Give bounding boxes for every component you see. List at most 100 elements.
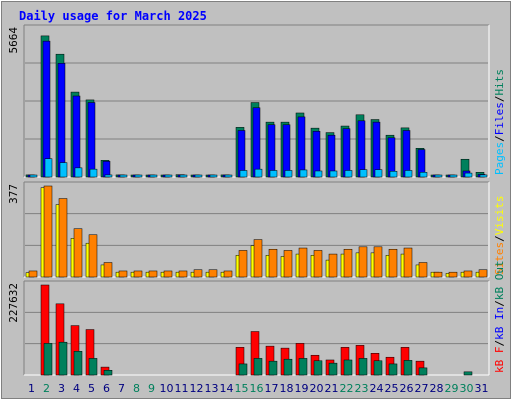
bar-pages-day-19 <box>299 169 308 178</box>
x-tick-label-day-13: 13 <box>205 382 219 395</box>
bar-sites-day-2 <box>43 185 53 278</box>
bar-pages-day-26 <box>404 170 413 178</box>
bar-kb-out-day-27 <box>418 367 428 376</box>
bar-pages-day-5 <box>89 168 98 178</box>
x-tick-label-day-2: 2 <box>43 382 50 395</box>
bar-sites-day-1 <box>28 270 38 278</box>
bar-sites-day-8 <box>133 270 143 278</box>
bar-files-day-16 <box>252 107 261 178</box>
panel-1-ymax-label: 5664 <box>7 27 20 54</box>
bar-kb-out-day-17 <box>268 360 278 376</box>
x-tick-label-day-1: 1 <box>28 382 35 395</box>
x-tick-label-day-14: 14 <box>220 382 234 395</box>
bar-pages-day-7 <box>119 174 128 178</box>
bar-sites-day-21 <box>328 253 338 278</box>
bar-kb-out-day-4 <box>73 351 83 376</box>
panel-1-legend: Pages/Files/Hits <box>493 69 506 175</box>
x-tick-label-day-28: 28 <box>430 382 444 395</box>
bar-pages-day-31 <box>479 174 488 178</box>
bar-kb-out-day-15 <box>238 363 248 376</box>
bar-kb-out-day-21 <box>328 362 338 376</box>
bar-sites-day-15 <box>238 250 248 278</box>
bar-sites-day-26 <box>403 247 413 278</box>
legend-files: Files <box>493 102 506 135</box>
x-tick-label-day-21: 21 <box>325 382 339 395</box>
bar-pages-day-4 <box>74 167 83 178</box>
bar-sites-day-9 <box>148 270 158 278</box>
x-tick-label-day-26: 26 <box>400 382 414 395</box>
x-tick-label-day-23: 23 <box>355 382 369 395</box>
bar-sites-day-14 <box>223 270 233 278</box>
x-tick-label-day-8: 8 <box>133 382 140 395</box>
x-tick-label-day-11: 11 <box>175 382 189 395</box>
bar-pages-day-3 <box>59 162 68 178</box>
x-tick-label-day-25: 25 <box>385 382 399 395</box>
x-tick-label-day-10: 10 <box>160 382 174 395</box>
bar-files-day-17 <box>267 124 276 178</box>
legend-kb-out: kB Out <box>493 260 506 300</box>
bar-pages-day-24 <box>374 169 383 178</box>
legend-kb-in: kB In <box>493 307 506 340</box>
bar-pages-day-13 <box>209 174 218 178</box>
legend-kbf: kB F <box>493 347 506 374</box>
bar-pages-day-12 <box>194 174 203 178</box>
legend-separator: / <box>493 340 506 347</box>
bar-pages-day-15 <box>239 170 248 178</box>
bar-kb-out-day-24 <box>373 360 383 376</box>
bar-sites-day-10 <box>163 270 173 278</box>
x-tick-label-day-16: 16 <box>250 382 264 395</box>
bar-pages-day-29 <box>449 174 458 178</box>
bar-pages-day-11 <box>179 174 188 178</box>
x-tick-label-day-3: 3 <box>58 382 65 395</box>
x-tick-label-day-12: 12 <box>190 382 204 395</box>
bar-pages-day-27 <box>419 172 428 178</box>
panel-3-legend: kB F/kB In/kB Out <box>493 260 506 373</box>
bar-kb-out-day-19 <box>298 358 308 376</box>
legend-hits: Hits <box>493 69 506 96</box>
bar-files-day-5 <box>87 102 96 178</box>
x-tick-label-day-22: 22 <box>340 382 354 395</box>
x-tick-label-day-27: 27 <box>415 382 429 395</box>
bar-files-day-4 <box>72 95 81 178</box>
bar-files-day-26 <box>402 130 411 178</box>
bar-sites-day-31 <box>478 269 488 278</box>
x-tick-label-day-9: 9 <box>148 382 155 395</box>
bar-pages-day-1 <box>29 174 38 178</box>
bar-files-day-2 <box>42 40 51 178</box>
x-tick-label-day-15: 15 <box>235 382 249 395</box>
legend-separator: / <box>493 300 506 307</box>
legend-visits: Visits <box>493 196 506 236</box>
bar-pages-day-30 <box>464 172 473 178</box>
legend-sites: Sites <box>493 242 506 275</box>
x-tick-label-day-30: 30 <box>460 382 474 395</box>
bar-kb-out-day-2 <box>43 343 53 376</box>
x-tick-label-day-24: 24 <box>370 382 384 395</box>
bar-pages-day-25 <box>389 171 398 178</box>
bar-sites-day-30 <box>463 270 473 278</box>
bar-files-day-6 <box>102 161 111 178</box>
x-tick-label-day-6: 6 <box>103 382 110 395</box>
bar-sites-day-27 <box>418 262 428 278</box>
legend-separator: / <box>493 135 506 142</box>
bar-files-day-24 <box>372 121 381 178</box>
bar-kb-out-day-30 <box>463 371 473 376</box>
bar-sites-day-20 <box>313 250 323 278</box>
bar-pages-day-2 <box>44 158 53 178</box>
x-tick-label-day-17: 17 <box>265 382 279 395</box>
bar-files-day-18 <box>282 124 291 178</box>
bar-kb-out-day-3 <box>58 341 68 376</box>
bar-sites-day-29 <box>448 271 458 278</box>
bar-sites-day-12 <box>193 269 203 278</box>
bar-sites-day-19 <box>298 247 308 278</box>
bar-sites-day-7 <box>118 270 128 278</box>
bar-kb-out-day-20 <box>313 360 323 376</box>
bar-files-day-15 <box>237 130 246 178</box>
x-tick-label-day-5: 5 <box>88 382 95 395</box>
bar-files-day-3 <box>57 63 66 178</box>
bar-sites-day-3 <box>58 198 68 278</box>
bar-pages-day-6 <box>104 174 113 178</box>
x-tick-label-day-20: 20 <box>310 382 324 395</box>
panel-2-legend: Sites/Visits <box>493 196 506 276</box>
x-tick-label-day-7: 7 <box>118 382 125 395</box>
